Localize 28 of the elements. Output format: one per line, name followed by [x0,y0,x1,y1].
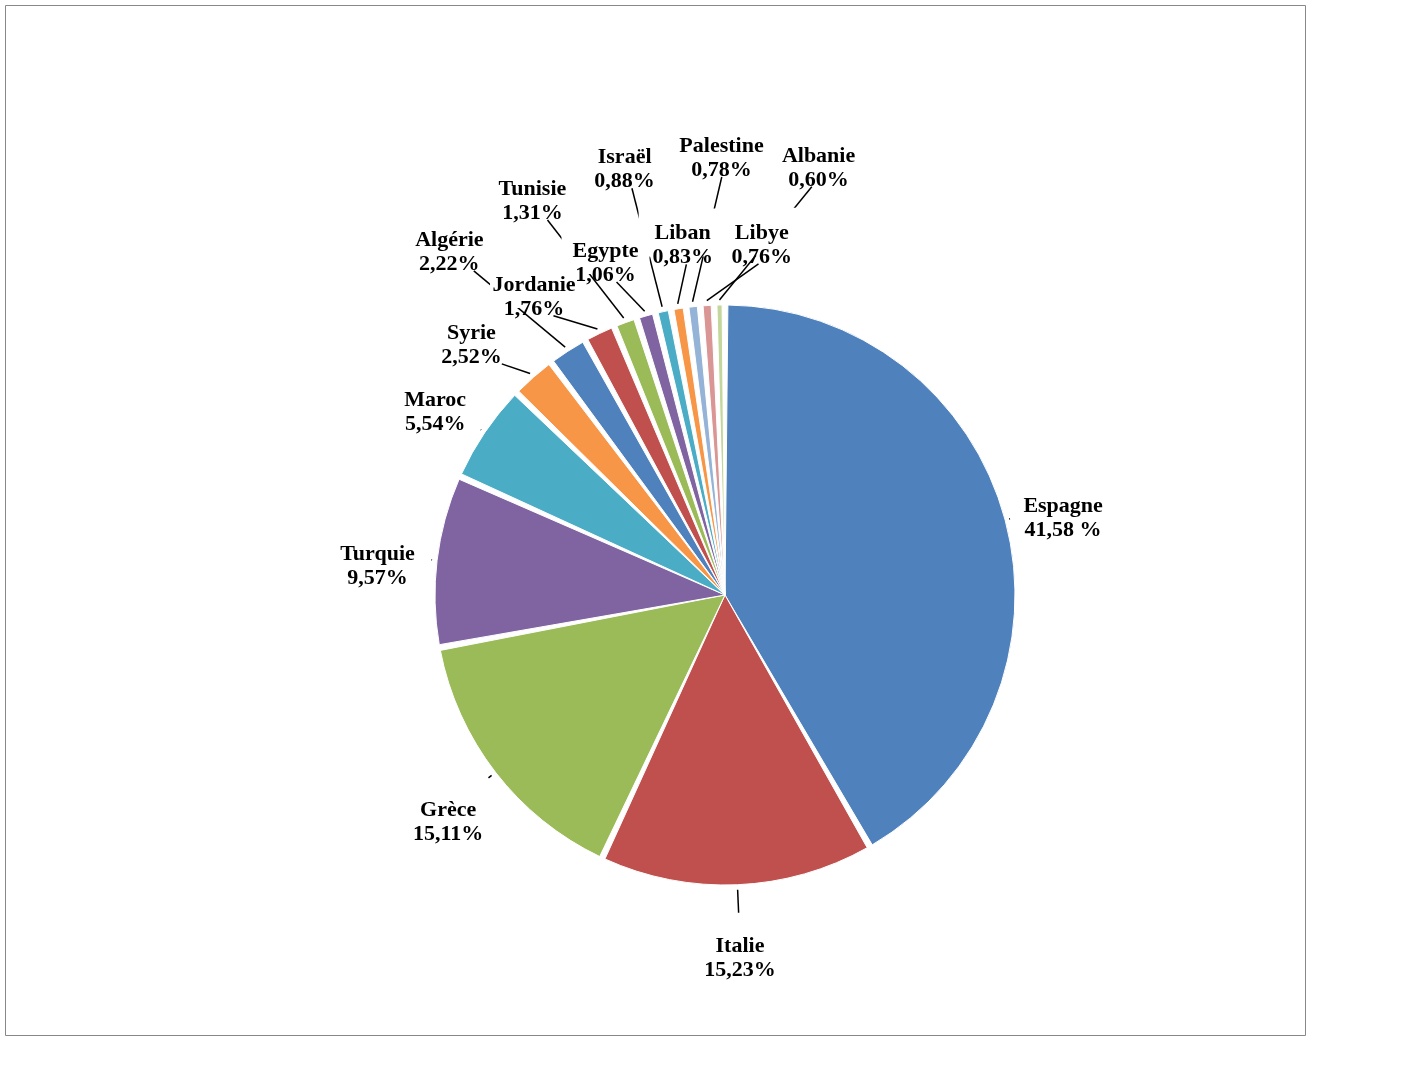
slice-label: Egypte [572,237,639,263]
data-label: 5,54% [404,409,466,435]
data-label: 1,31% [502,199,563,225]
slice-label: Grèce [420,796,477,822]
data-label: 2,22% [419,250,480,276]
data-label: 0,83% [652,243,713,269]
data-label: 9,57% [347,564,408,590]
data-label: 2,52% [441,343,502,369]
slice-label: Algérie [415,226,484,252]
slice-label: Espagne [1023,491,1104,517]
data-label: 0,88% [594,167,655,193]
slice-label: Libye [734,218,789,244]
data-label: 1,76% [503,294,565,320]
slice-label: Liban [654,219,711,245]
data-label: 0,60% [788,165,849,191]
data-label: 0,78% [691,156,752,182]
slice-label: Albanie [781,141,856,167]
slice-label: Turquie [340,540,416,566]
slice-label: Maroc [404,385,467,411]
data-label: 15,23% [704,955,776,981]
slice-label: Italie [715,931,765,957]
slice-label: Palestine [679,132,764,158]
slice-label: Syrie [447,319,497,345]
slice-label: Tunisie [498,175,567,201]
slice-label: Jordanie [492,270,576,296]
data-label: 15,11% [412,820,484,846]
slice-label: Israël [597,143,652,169]
data-label: 1,06% [575,261,636,287]
